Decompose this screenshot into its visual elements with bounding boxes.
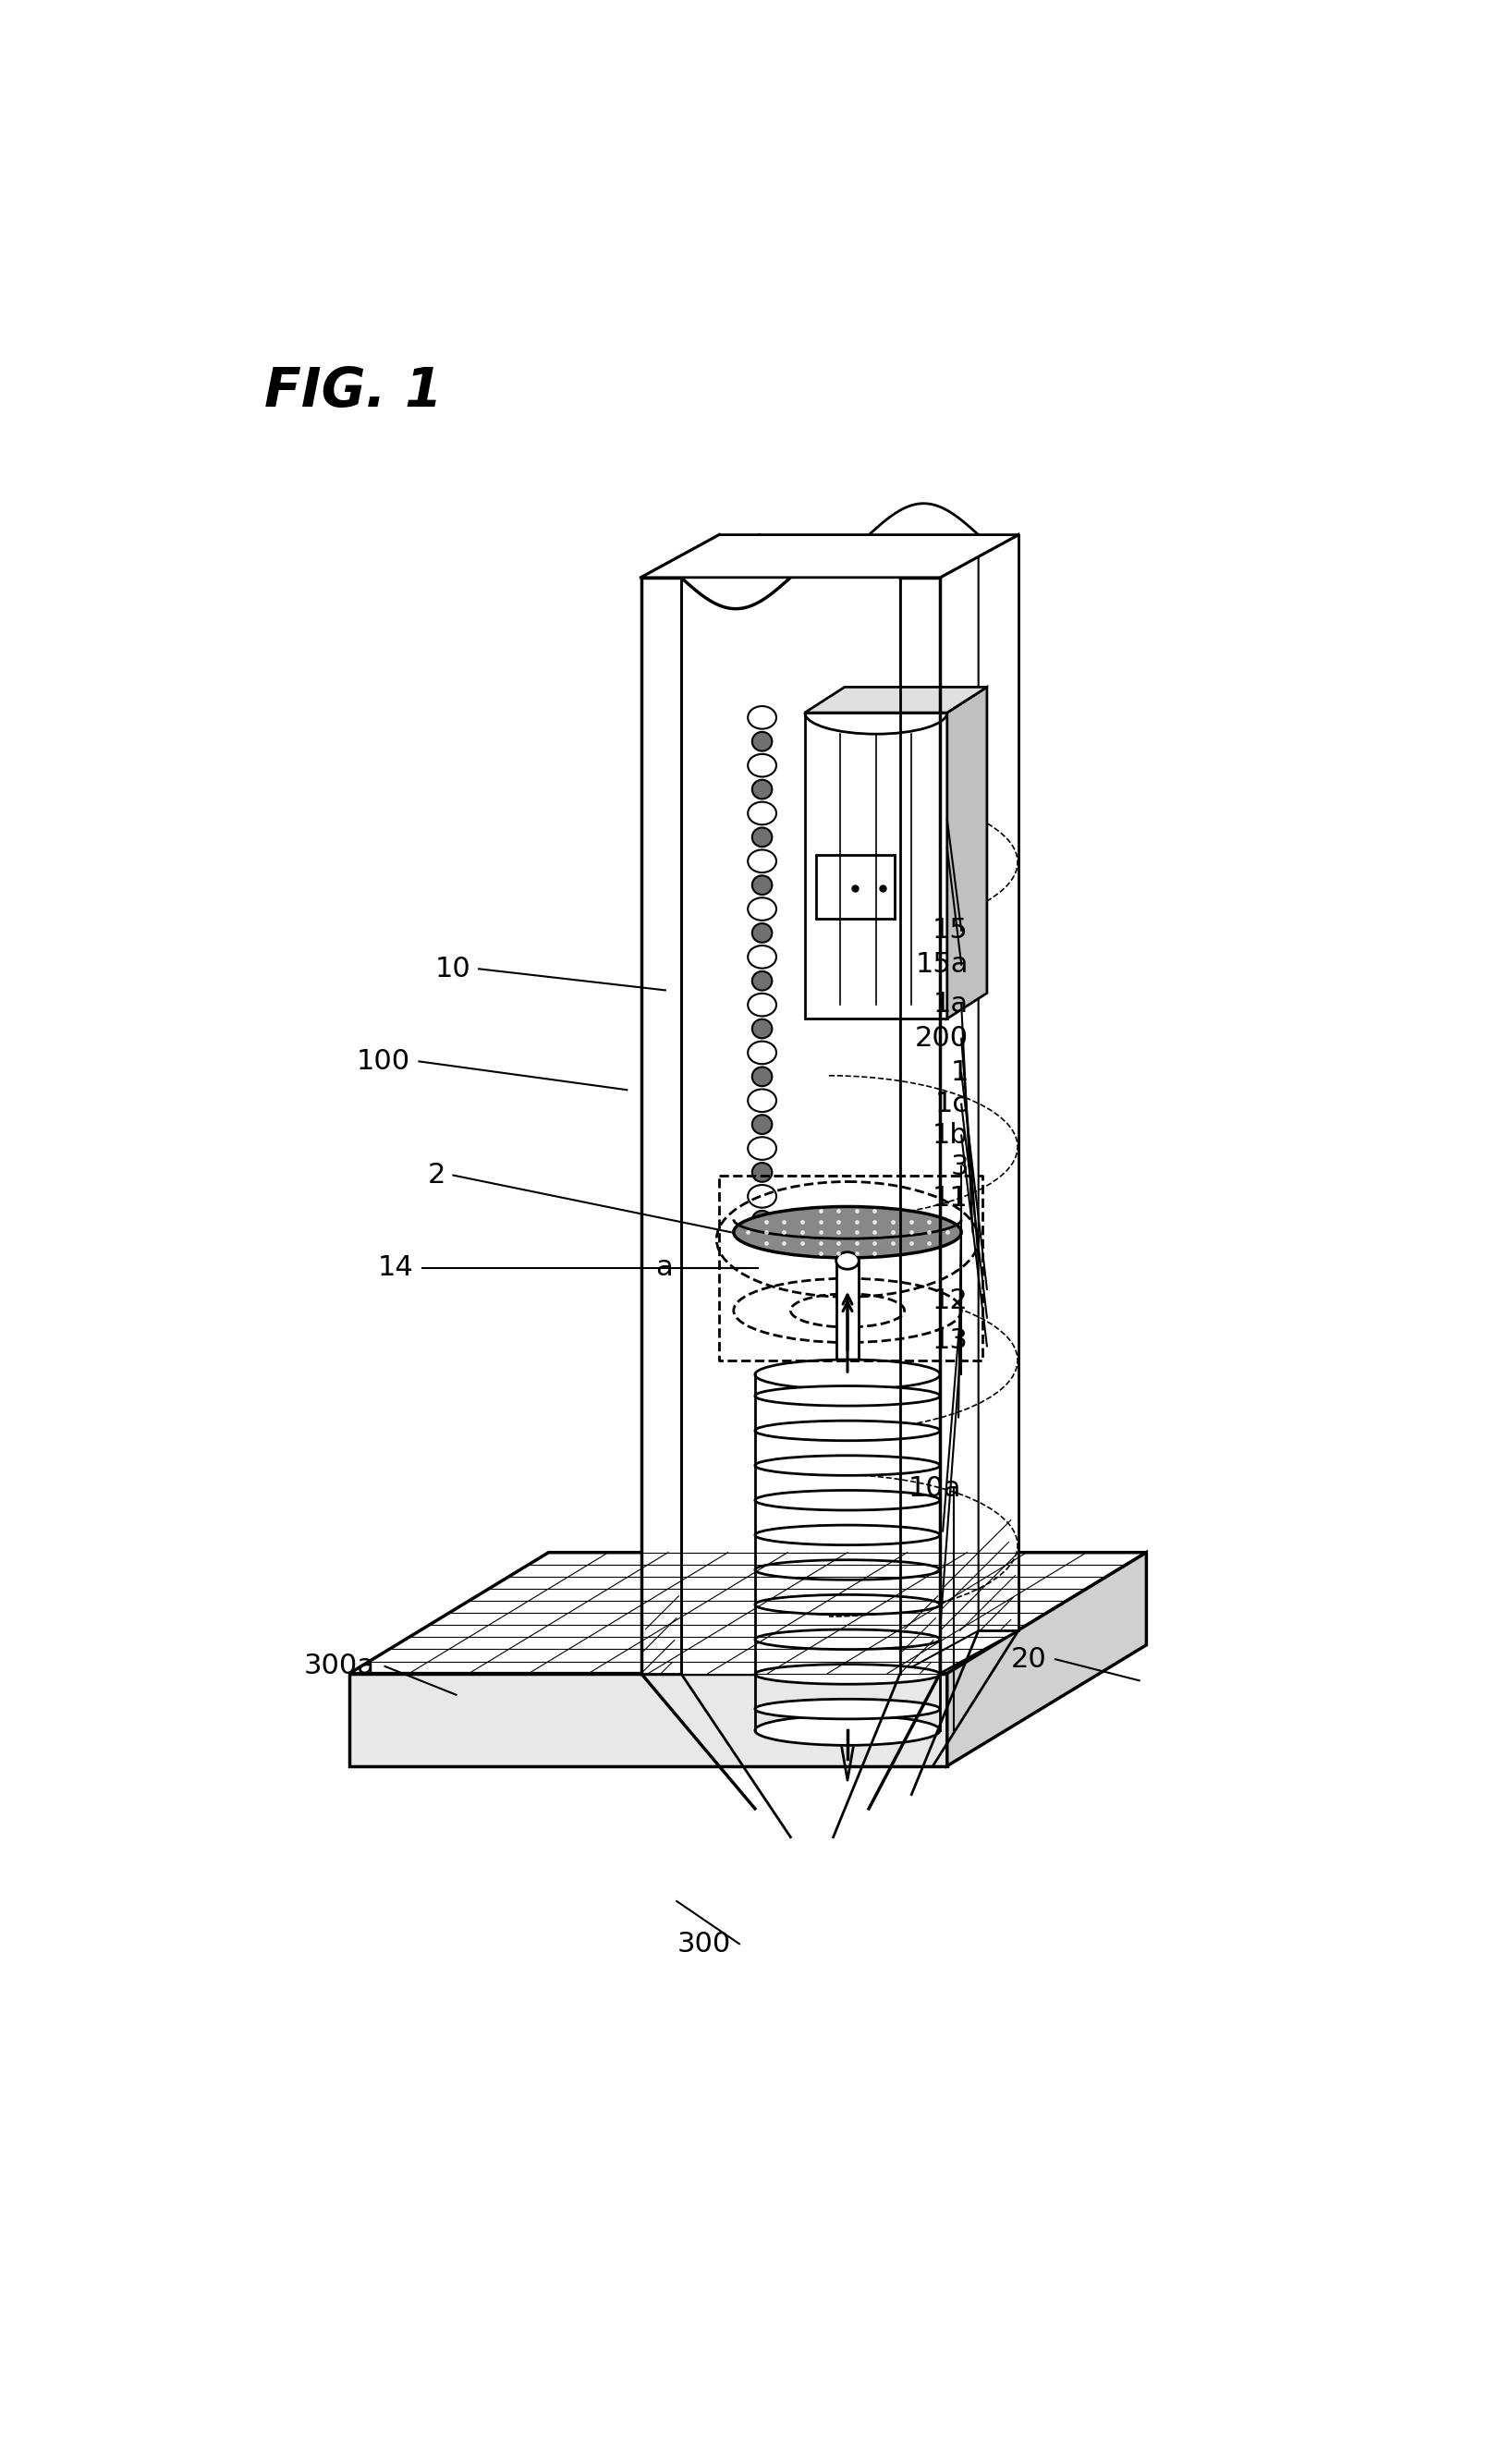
Text: 10a: 10a: [909, 1476, 962, 1501]
Ellipse shape: [748, 898, 776, 920]
Text: 15: 15: [933, 917, 969, 944]
Ellipse shape: [754, 1715, 940, 1745]
Ellipse shape: [754, 1457, 940, 1476]
Ellipse shape: [748, 993, 776, 1015]
Text: 1c: 1c: [934, 1091, 969, 1118]
Ellipse shape: [751, 971, 773, 991]
Bar: [836, 1261, 859, 1374]
Ellipse shape: [751, 1066, 773, 1086]
Ellipse shape: [751, 922, 773, 942]
Ellipse shape: [754, 1559, 940, 1579]
Text: a: a: [655, 1254, 673, 1281]
Ellipse shape: [754, 1359, 940, 1388]
Ellipse shape: [733, 1208, 962, 1259]
Text: 300a: 300a: [304, 1652, 375, 1679]
Text: 13: 13: [933, 1327, 969, 1354]
Text: 1b: 1b: [933, 1122, 969, 1149]
Bar: [816, 854, 895, 920]
Text: 12: 12: [933, 1288, 969, 1313]
Text: FIG. 1: FIG. 1: [265, 366, 442, 417]
Polygon shape: [900, 578, 940, 1674]
Polygon shape: [947, 688, 987, 1020]
Ellipse shape: [733, 1279, 962, 1342]
Ellipse shape: [748, 705, 776, 730]
Ellipse shape: [748, 1088, 776, 1113]
Ellipse shape: [754, 1698, 940, 1718]
Ellipse shape: [751, 1164, 773, 1181]
Text: 15a: 15a: [915, 952, 969, 978]
Polygon shape: [641, 534, 1018, 578]
Ellipse shape: [754, 1386, 940, 1405]
Ellipse shape: [754, 1664, 940, 1684]
Text: 100: 100: [357, 1049, 410, 1074]
Ellipse shape: [751, 781, 773, 798]
Text: 11: 11: [933, 1186, 969, 1210]
Text: 2: 2: [428, 1161, 446, 1188]
Text: 200: 200: [915, 1025, 969, 1052]
Ellipse shape: [751, 876, 773, 895]
Polygon shape: [947, 1552, 1146, 1767]
Text: 1a: 1a: [933, 991, 969, 1017]
Polygon shape: [641, 578, 680, 1674]
Polygon shape: [754, 1374, 940, 1730]
Ellipse shape: [748, 849, 776, 874]
Polygon shape: [349, 1674, 947, 1767]
Ellipse shape: [751, 1020, 773, 1039]
Ellipse shape: [754, 1630, 940, 1649]
Polygon shape: [804, 712, 947, 1020]
Ellipse shape: [754, 1596, 940, 1615]
Polygon shape: [804, 688, 987, 712]
Ellipse shape: [748, 1042, 776, 1064]
Text: 10: 10: [435, 956, 470, 983]
Ellipse shape: [754, 1491, 940, 1510]
Ellipse shape: [751, 732, 773, 752]
Text: 3: 3: [951, 1154, 969, 1181]
Ellipse shape: [748, 754, 776, 776]
Ellipse shape: [748, 803, 776, 825]
Ellipse shape: [748, 947, 776, 969]
Polygon shape: [680, 578, 900, 1674]
Text: 20: 20: [1012, 1647, 1046, 1671]
Text: 14: 14: [378, 1254, 414, 1281]
Ellipse shape: [751, 1210, 773, 1230]
Polygon shape: [940, 534, 1018, 1674]
Ellipse shape: [748, 1137, 776, 1159]
Ellipse shape: [836, 1252, 859, 1269]
Ellipse shape: [748, 1186, 776, 1208]
Text: 300: 300: [677, 1930, 730, 1957]
Polygon shape: [349, 1552, 1146, 1674]
Ellipse shape: [751, 1115, 773, 1135]
Ellipse shape: [754, 1420, 940, 1440]
Text: 1: 1: [951, 1059, 969, 1086]
Polygon shape: [940, 534, 1018, 1630]
Polygon shape: [900, 534, 978, 1674]
Ellipse shape: [791, 1293, 904, 1327]
Ellipse shape: [751, 827, 773, 847]
Ellipse shape: [754, 1525, 940, 1545]
